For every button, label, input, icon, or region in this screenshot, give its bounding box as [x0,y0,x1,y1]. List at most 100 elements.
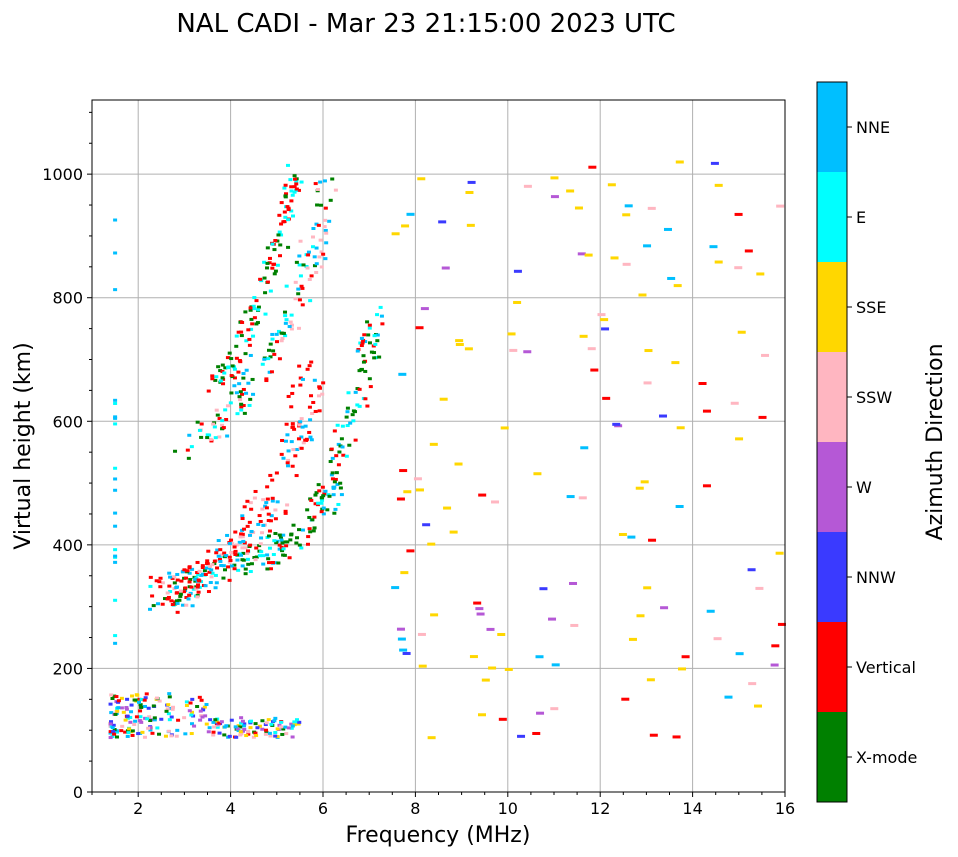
echo-mark [214,408,219,412]
echo-mark [317,255,322,259]
echo-mark [315,203,320,207]
echo-mark [314,246,319,250]
echo-mark [289,726,294,730]
echo-mark [638,293,647,297]
echo-mark [289,209,294,213]
echo-mark [375,313,380,317]
echo-mark [285,503,290,507]
echo-mark [244,391,249,395]
echo-mark [184,576,189,580]
echo-mark [227,578,232,582]
echo-mark [288,320,293,324]
echo-mark [323,489,328,493]
echo-mark [240,514,245,518]
x-tick-label: 14 [682,799,702,818]
echo-mark [251,392,256,396]
echo-mark [139,697,144,701]
echo-mark [675,160,684,164]
echo-mark [319,501,324,505]
echo-mark [267,256,272,260]
echo-mark [299,284,304,288]
echo-mark [195,705,200,709]
echo-mark [130,733,135,737]
echo-mark [234,543,239,547]
echo-mark [259,536,264,540]
echo-mark [194,587,199,591]
echo-mark [255,726,260,730]
echo-mark [330,477,335,481]
echo-mark [284,422,289,426]
echo-mark [232,376,237,380]
echo-mark [211,730,216,734]
echo-mark [257,514,262,518]
echo-mark [229,718,234,722]
echo-mark [277,213,282,217]
echo-mark [178,589,183,593]
echo-mark [258,519,263,523]
echo-mark [190,722,195,726]
echo-mark [193,579,198,583]
echo-mark [196,578,201,582]
echo-mark [678,667,687,671]
echo-mark [137,719,142,723]
echo-mark [195,560,200,564]
echo-mark [209,568,214,572]
echo-mark [220,370,225,374]
echo-mark [230,542,235,546]
echo-mark [476,612,485,616]
echo-mark [307,527,312,531]
echo-mark [357,387,362,391]
echo-mark [698,382,707,386]
echo-mark [157,580,162,584]
echo-mark [205,562,210,566]
echo-mark [242,505,247,509]
echo-mark [148,728,153,732]
echo-mark [281,727,286,731]
echo-mark [261,554,266,558]
echo-mark [250,322,255,326]
echo-mark [245,524,250,528]
echo-mark [297,254,302,258]
echo-mark [244,368,249,372]
echo-mark [535,655,544,659]
echo-mark [148,607,153,611]
echo-mark [200,566,205,570]
echo-mark [113,524,118,528]
echo-mark [397,637,406,641]
echo-mark [624,204,633,208]
echo-mark [367,341,372,345]
echo-mark [361,354,366,358]
echo-mark [137,697,142,701]
echo-mark [154,579,159,583]
echo-mark [363,340,368,344]
echo-mark [223,366,228,370]
echo-mark [292,720,297,724]
echo-mark [294,260,299,264]
echo-mark [675,505,684,509]
echo-mark [169,715,174,719]
echo-mark [213,586,218,590]
echo-mark [108,730,113,734]
echo-mark [282,210,287,214]
echo-mark [636,614,645,618]
echo-mark [225,404,230,408]
echo-mark [175,601,180,605]
echo-mark [200,715,205,719]
echo-mark [294,718,299,722]
echo-mark [281,456,286,460]
echo-mark [313,493,318,497]
echo-mark [314,262,319,266]
echo-mark [272,272,277,276]
echo-mark [232,563,237,567]
echo-mark [297,364,302,368]
echo-mark [155,726,160,730]
echo-mark [640,480,649,484]
echo-mark [271,349,276,353]
echo-mark [372,334,377,338]
echo-mark [550,195,559,199]
echo-mark [299,546,304,550]
echo-mark [333,507,338,511]
echo-mark [239,408,244,412]
echo-mark [284,192,289,196]
echo-mark [148,575,153,579]
